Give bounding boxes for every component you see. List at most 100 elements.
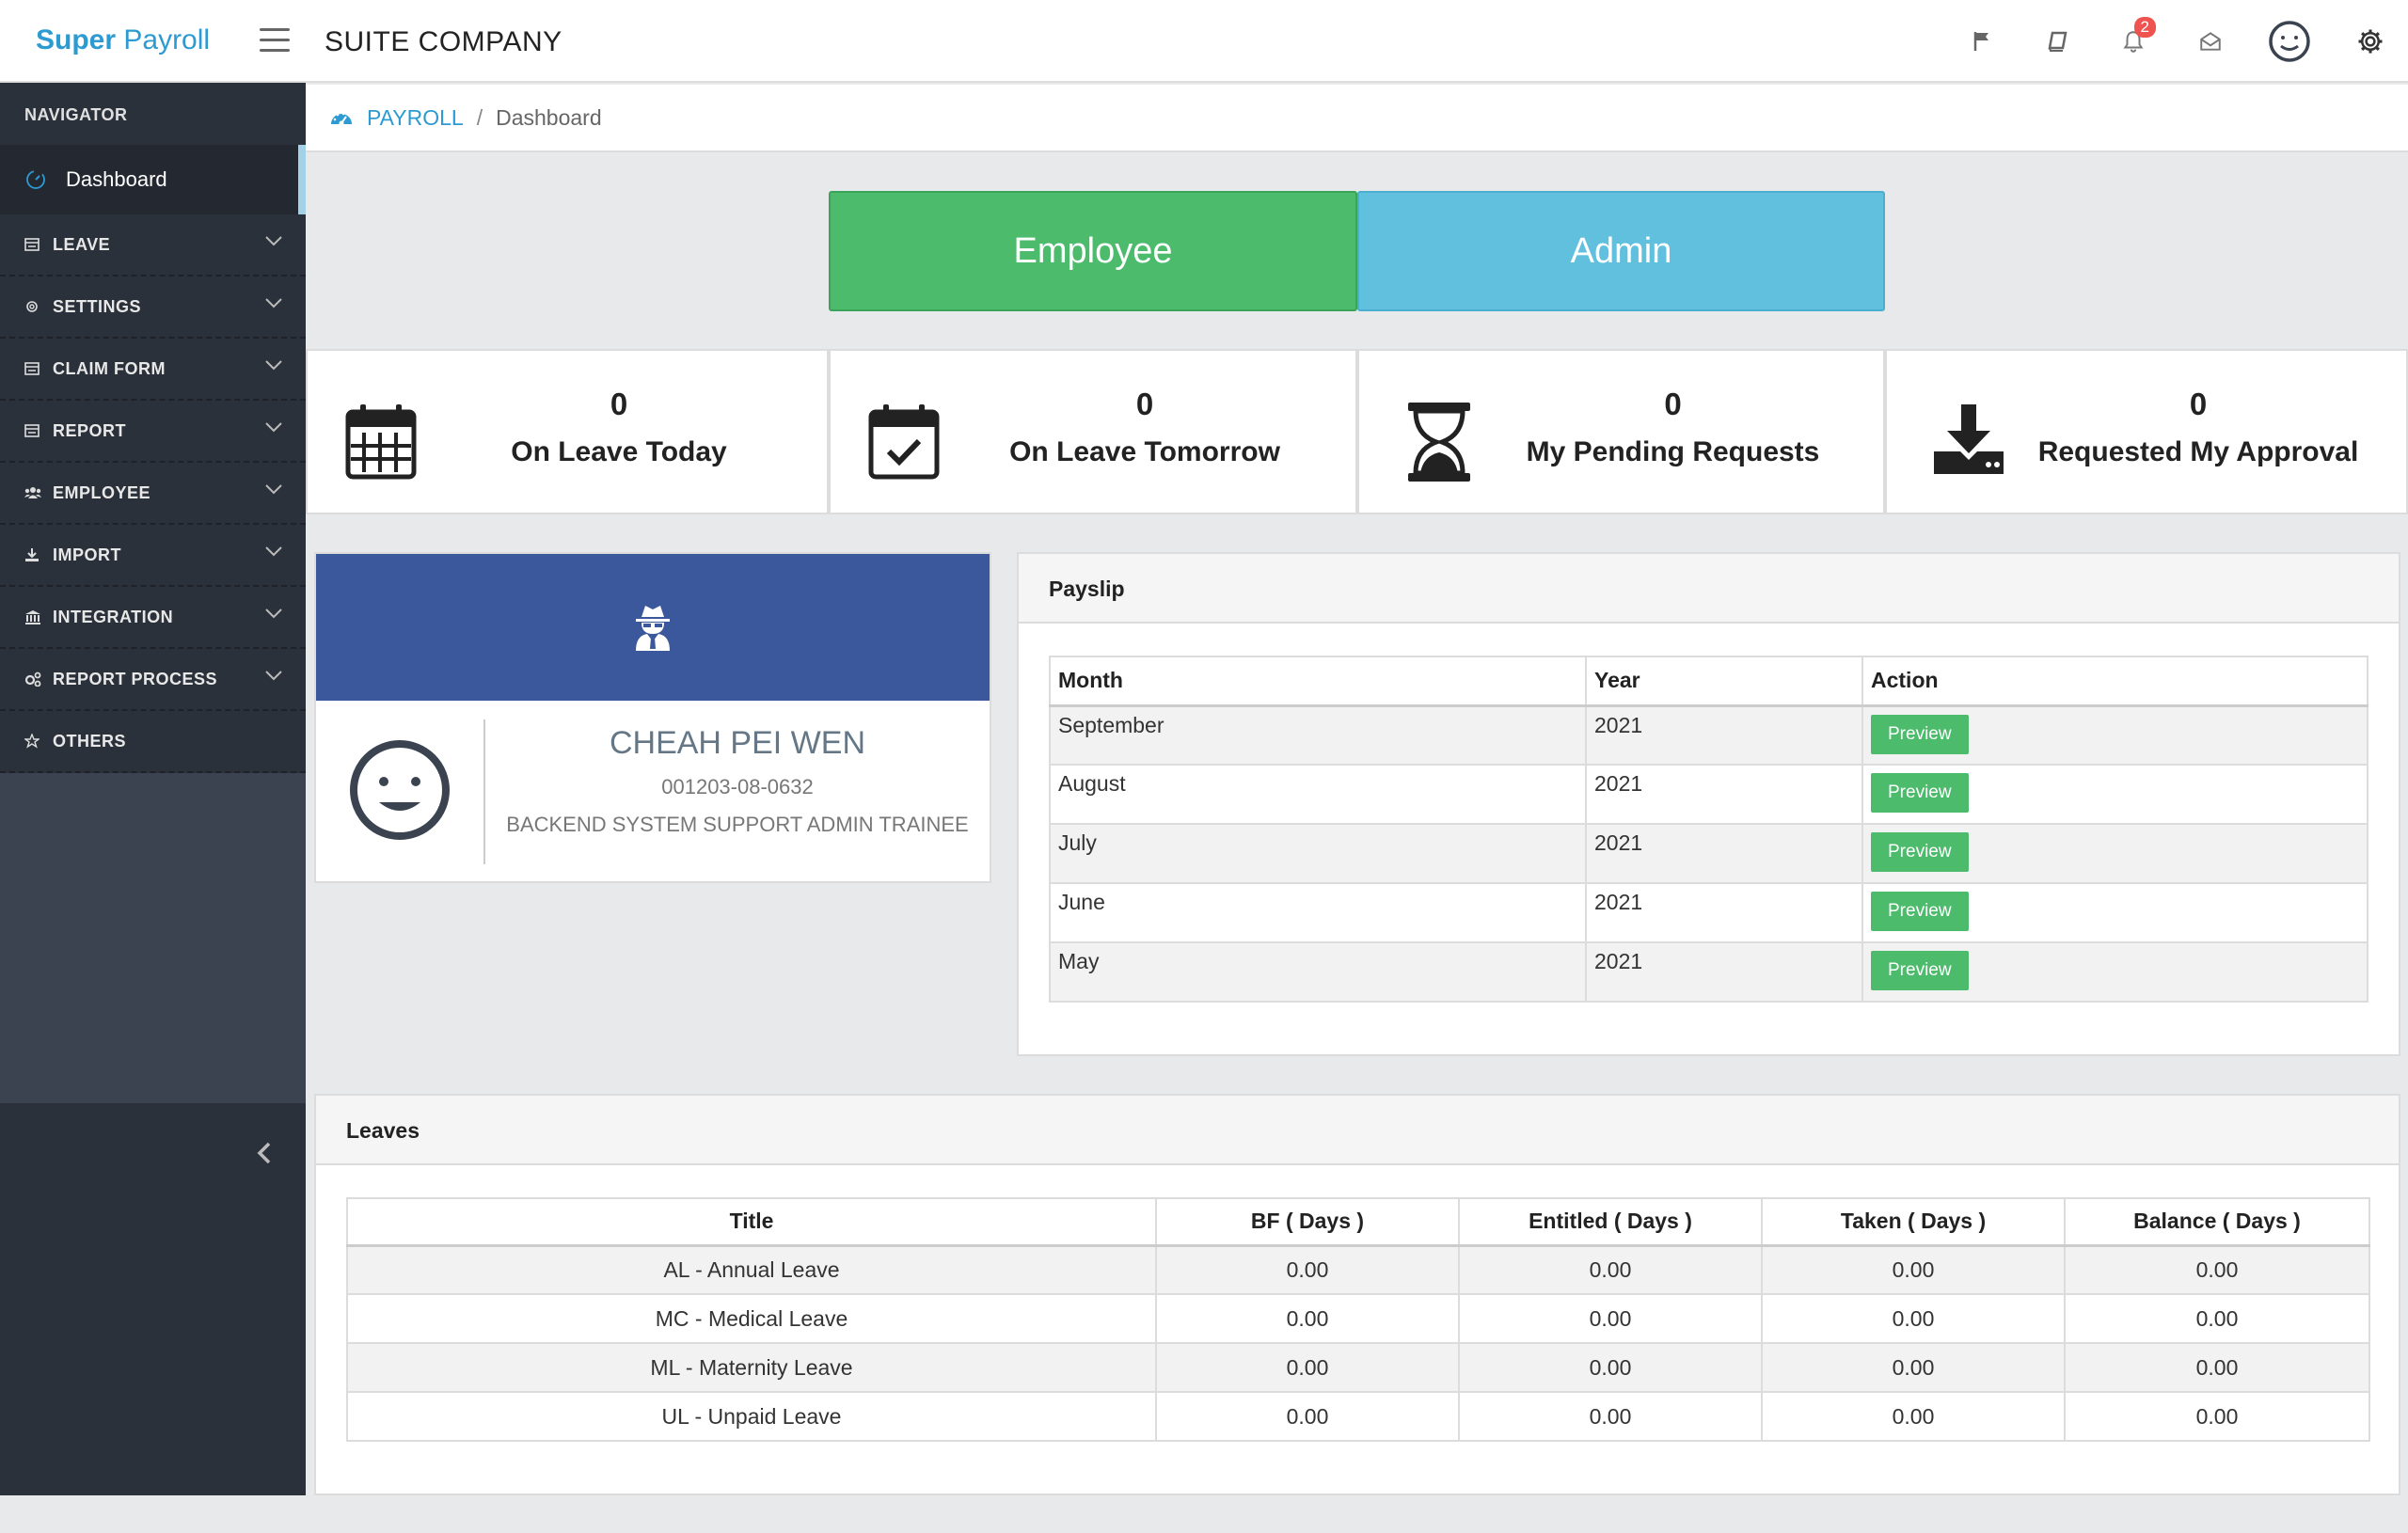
table-row: MC - Medical Leave 0.00 0.00 0.00 0.00 [346, 1293, 2370, 1344]
sidebar-item-others[interactable]: OTHERS [0, 711, 306, 773]
column-header: Action [1861, 656, 2368, 707]
table-cell: 0.00 [1155, 1293, 1460, 1344]
navigator-heading: NAVIGATOR [0, 83, 306, 145]
chevron-down-icon [265, 484, 282, 495]
gear-icon[interactable] [2352, 23, 2389, 60]
user-avatar-icon[interactable] [2267, 19, 2312, 64]
brand-logo[interactable]: Super Payroll [36, 24, 211, 55]
table-row: June 2021 Preview [1049, 882, 2368, 943]
month-cell: July [1049, 823, 1587, 884]
action-cell: Preview [1861, 823, 2368, 884]
sidebar-item-dashboard[interactable]: Dashboard [0, 145, 306, 214]
preview-button[interactable]: Preview [1871, 773, 1969, 813]
table-row: ML - Maternity Leave 0.00 0.00 0.00 0.00 [346, 1342, 2370, 1393]
column-header: Taken ( Days ) [1761, 1197, 2066, 1247]
profile-card: CHEAH PEI WEN 001203-08-0632 BACKEND SYS… [314, 552, 991, 883]
sidebar-item-report[interactable]: REPORT [0, 401, 306, 463]
stat-label: On Leave Tomorrow [1009, 436, 1280, 467]
employee-id: 001203-08-0632 [661, 775, 814, 798]
action-cell: Preview [1861, 941, 2368, 1003]
column-header: Year [1585, 656, 1863, 707]
sidebar-footer [0, 1103, 306, 1495]
action-cell: Preview [1861, 764, 2368, 825]
month-cell: September [1049, 704, 1587, 766]
table-cell: 0.00 [1761, 1391, 2066, 1442]
stat-label: Requested My Approval [2037, 436, 2359, 467]
table-row: September 2021 Preview [1049, 704, 2368, 766]
breadcrumb: PAYROLL / Dashboard [306, 85, 2408, 152]
card-icon [24, 424, 43, 437]
dashboard-icon [26, 170, 45, 189]
sidebar-item-import[interactable]: IMPORT [0, 525, 306, 587]
table-cell: 0.00 [1155, 1391, 1460, 1442]
book-icon[interactable] [2039, 23, 2077, 60]
sidebar-item-label: EMPLOYEE [53, 482, 151, 502]
leaves-panel: Leaves Title BF ( Days ) Entitled ( Days… [314, 1094, 2400, 1495]
payslip-table: Month Year Action September 2021 Preview… [1049, 656, 2368, 1003]
sidebar-item-label: REPORT PROCESS [53, 669, 218, 688]
sidebar-item-label: INTEGRATION [53, 607, 174, 626]
preview-button[interactable]: Preview [1871, 892, 1969, 931]
hourglass-icon [1406, 403, 1472, 486]
sidebar-item-label: OTHERS [53, 731, 127, 751]
table-cell: 0.00 [1155, 1244, 1460, 1295]
preview-button[interactable]: Preview [1871, 951, 1969, 990]
payslip-panel: Payslip Month Year Action September 2021… [1017, 552, 2400, 1056]
table-cell: 0.00 [1458, 1293, 1763, 1344]
employee-role: BACKEND SYSTEM SUPPORT ADMIN TRAINEE [506, 813, 969, 836]
table-cell: 0.00 [2064, 1293, 2370, 1344]
mail-icon[interactable] [2192, 23, 2229, 60]
chevron-down-icon [265, 298, 282, 308]
stat-requested-my-approval[interactable]: 0 Requested My Approval [1885, 349, 2408, 514]
gear-icon [24, 299, 43, 314]
action-cell: Preview [1861, 704, 2368, 766]
sidebar-item-report-process[interactable]: REPORT PROCESS [0, 649, 306, 711]
preview-button[interactable]: Preview [1871, 714, 1969, 754]
table-cell: 0.00 [2064, 1342, 2370, 1393]
stat-value: 0 [2189, 387, 2208, 421]
table-row: AL - Annual Leave 0.00 0.00 0.00 0.00 [346, 1244, 2370, 1295]
calendar-check-icon [868, 403, 940, 484]
column-header: Month [1049, 656, 1587, 707]
breadcrumb-separator: / [476, 104, 483, 130]
column-header: BF ( Days ) [1155, 1197, 1460, 1247]
employee-button[interactable]: Employee [829, 191, 1357, 311]
sidebar-item-settings[interactable]: SETTINGS [0, 277, 306, 339]
users-icon [24, 486, 43, 499]
card-icon [24, 238, 43, 251]
bell-icon[interactable]: 2 [2115, 17, 2156, 60]
company-name: SUITE COMPANY [325, 26, 562, 57]
flag-icon[interactable] [1964, 23, 2002, 60]
collapse-sidebar-icon[interactable] [256, 1141, 273, 1170]
payslip-title: Payslip [1019, 554, 2399, 624]
admin-button[interactable]: Admin [1357, 191, 1885, 311]
download-icon [1932, 404, 2005, 479]
card-icon [24, 362, 43, 375]
chevron-down-icon [265, 546, 282, 557]
calendar-icon [345, 403, 417, 484]
profile-avatar-icon [348, 738, 452, 846]
breadcrumb-root-link[interactable]: PAYROLL [367, 104, 464, 130]
month-cell: June [1049, 882, 1587, 943]
employee-name: CHEAH PEI WEN [609, 725, 866, 761]
month-cell: August [1049, 764, 1587, 825]
column-header: Title [346, 1197, 1157, 1247]
preview-button[interactable]: Preview [1871, 832, 1969, 872]
sidebar-item-employee[interactable]: EMPLOYEE [0, 463, 306, 525]
cogs-icon [24, 672, 43, 687]
sidebar-item-leave[interactable]: LEAVE [0, 214, 306, 277]
year-cell: 2021 [1585, 882, 1863, 943]
breadcrumb-current: Dashboard [496, 104, 602, 130]
stat-my-pending-requests[interactable]: 0 My Pending Requests [1357, 349, 1885, 514]
sidebar-item-integration[interactable]: INTEGRATION [0, 587, 306, 649]
table-cell: 0.00 [1761, 1293, 2066, 1344]
table-row: July 2021 Preview [1049, 823, 2368, 884]
table-cell: 0.00 [1761, 1244, 2066, 1295]
stat-on-leave-today[interactable]: 0 On Leave Today [306, 349, 829, 514]
table-cell: 0.00 [2064, 1244, 2370, 1295]
sidebar-item-claim-form[interactable]: CLAIM FORM [0, 339, 306, 401]
stat-on-leave-tomorrow[interactable]: 0 On Leave Tomorrow [829, 349, 1357, 514]
leave-title-cell: MC - Medical Leave [346, 1293, 1157, 1344]
menu-toggle-icon[interactable] [260, 28, 290, 53]
action-cell: Preview [1861, 882, 2368, 943]
